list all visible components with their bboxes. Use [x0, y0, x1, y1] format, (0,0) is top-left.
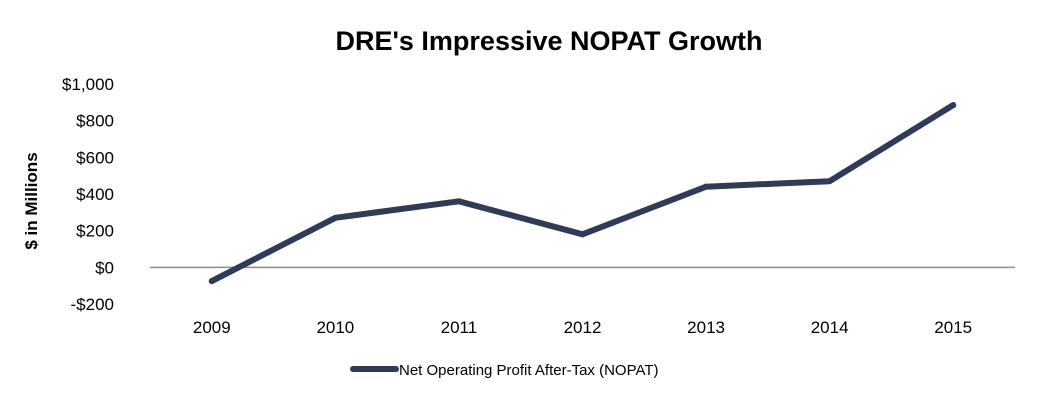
x-tick-label: 2014 [811, 318, 849, 337]
data-point [455, 198, 462, 205]
data-point [332, 214, 339, 221]
x-tick-label: 2010 [316, 318, 354, 337]
legend-label: Net Operating Profit After-Tax (NOPAT) [399, 362, 659, 379]
legend: Net Operating Profit After-Tax (NOPAT) [350, 362, 659, 379]
x-tick-label: 2011 [441, 318, 478, 337]
x-tick-label: 2012 [564, 318, 602, 337]
y-tick-label: $600 [76, 148, 114, 167]
y-tick-label: $0 [95, 258, 114, 277]
y-tick-label: $800 [76, 112, 114, 131]
data-point [950, 102, 957, 109]
y-tick-label: $200 [76, 222, 114, 241]
y-tick-label: -$200 [71, 295, 114, 314]
y-axis-ticks: -$200 $0 $200 $400 $600 $800 $1,000 [62, 75, 114, 314]
data-point [579, 231, 586, 238]
data-point [703, 183, 710, 190]
x-tick-label: 2009 [193, 318, 231, 337]
x-tick-label: 2013 [687, 318, 725, 337]
y-tick-label: $1,000 [62, 75, 114, 94]
data-point [826, 178, 833, 185]
x-axis-ticks: 2009 2010 2011 2012 2013 2014 2015 [193, 318, 972, 337]
y-tick-label: $400 [76, 185, 114, 204]
series-group [208, 102, 957, 285]
chart-title: DRE's Impressive NOPAT Growth [335, 26, 762, 56]
x-tick-label: 2015 [934, 318, 972, 337]
data-point [208, 278, 215, 285]
y-axis-label: $ in Millions [22, 152, 41, 249]
series-line [208, 102, 957, 285]
